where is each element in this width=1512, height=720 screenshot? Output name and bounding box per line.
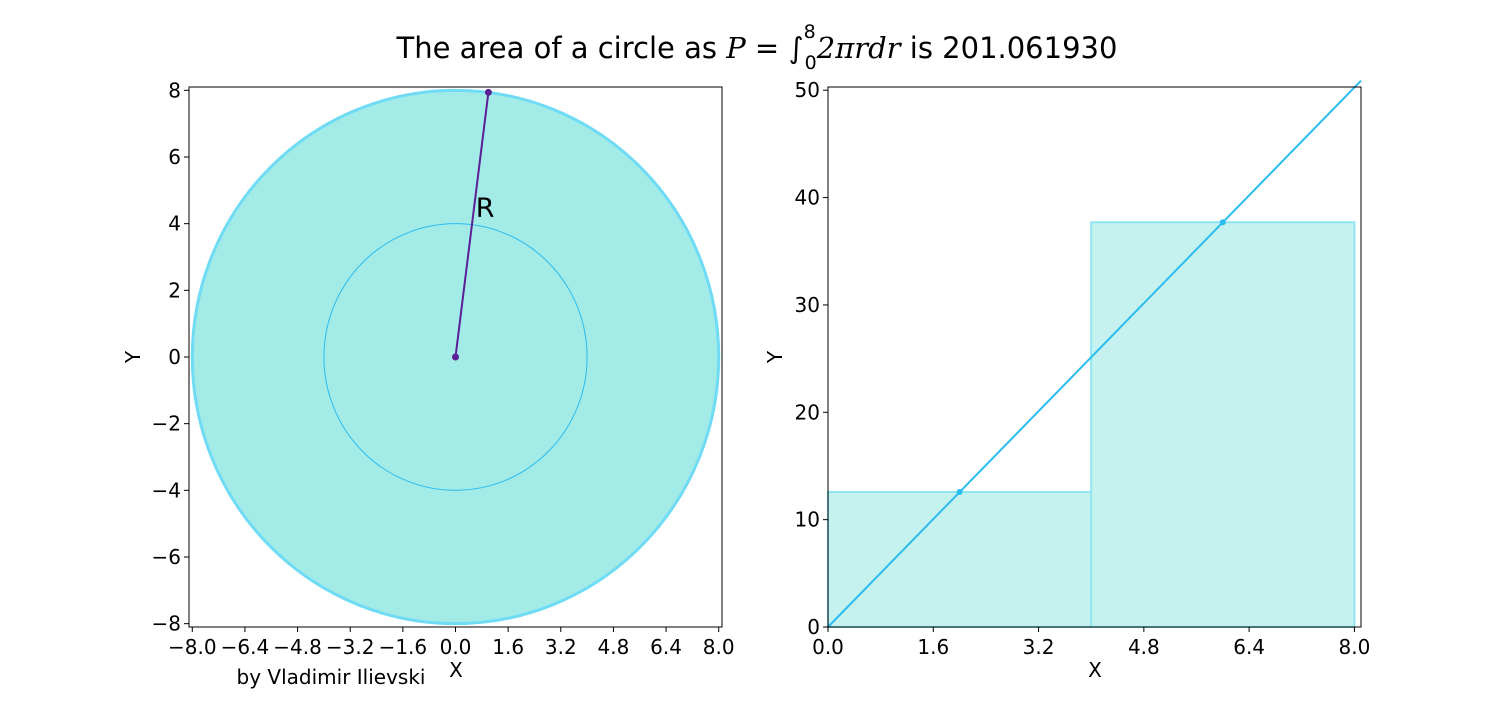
- circle-y-tick-label: 0: [168, 345, 181, 369]
- title-integrand: 2πrdr: [816, 31, 903, 65]
- circle-y-tick-label: −6: [152, 545, 181, 569]
- title-upper-limit: 8: [804, 21, 816, 43]
- bar-y-axis-label: Y: [763, 350, 787, 364]
- radius-endpoint: [484, 88, 492, 96]
- circle-x-tick-label: 1.6: [492, 635, 524, 659]
- bar-panel: 0.0 1.6 3.2 4.8 6.4 8.0 0 10 20 30 40 50 X Y: [763, 78, 1370, 682]
- circle-y-tick-label: 8: [168, 78, 181, 102]
- midpoint-marker: [956, 489, 963, 496]
- bar-y-tick-label: 20: [795, 400, 820, 424]
- chart-title: The area of a circle as P = ∫8 02πrdr is …: [396, 21, 1118, 74]
- bar-x-tick-label: 4.8: [1128, 635, 1160, 659]
- title-prefix: The area of a circle as: [396, 31, 727, 65]
- bar-y-tick-label: 10: [795, 508, 820, 532]
- area-growth-line: [827, 79, 1362, 628]
- bar-plot-area: [827, 79, 1362, 628]
- circle-x-tick-label: 6.4: [650, 635, 682, 659]
- radius-label: R: [476, 193, 495, 224]
- circle-plot-area: R: [190, 88, 721, 626]
- circle-x-tick-label: −3.2: [326, 635, 375, 659]
- circle-y-tick-label: −4: [152, 478, 181, 502]
- radius-endpoint: [452, 353, 459, 361]
- circle-x-tick-label: 8.0: [703, 635, 735, 659]
- bar-y-tick-label: 40: [795, 186, 820, 210]
- title-integral: ∫: [788, 31, 803, 65]
- midpoint-marker: [1219, 219, 1226, 226]
- circle-panel: R −8.0 −6.4 −4.8 −3.2 −1.6 0.0 1.6 3.2 4.8 6.4 8.0…: [121, 78, 735, 682]
- circle-x-tick-label: −4.8: [273, 635, 322, 659]
- circle-x-ticks: −8.0 −6.4 −4.8 −3.2 −1.6 0.0 1.6 3.2 4.8 6.4 8.0: [168, 627, 735, 659]
- title-equals: =: [746, 31, 789, 65]
- bar-x-ticks: 0.0 1.6 3.2 4.8 6.4 8.0: [812, 627, 1370, 659]
- circle-x-tick-label: −1.6: [379, 635, 428, 659]
- title-var-p: P: [725, 31, 746, 65]
- circle-x-axis-label: X: [449, 658, 463, 682]
- circle-x-tick-label: −6.4: [221, 635, 270, 659]
- bar-x-tick-label: 3.2: [1023, 635, 1055, 659]
- circle-y-tick-label: 2: [168, 278, 181, 302]
- title-suffix: is 201.061930: [901, 31, 1118, 65]
- bar-y-tick-label: 0: [807, 615, 820, 639]
- circle-y-tick-label: 4: [168, 212, 181, 236]
- title-lower-limit: 0: [805, 52, 817, 74]
- bar-x-axis-label: X: [1088, 658, 1102, 682]
- bar-y-tick-label: 30: [795, 293, 820, 317]
- circle-y-tick-label: −8: [152, 612, 181, 636]
- inner-circle: [323, 223, 588, 491]
- circle-y-ticks: −8 −6 −4 −2 0 2 4 6 8: [152, 78, 189, 636]
- circle-y-axis-label: Y: [121, 350, 145, 364]
- author-credit: by Vladimir Ilievski: [237, 665, 426, 689]
- circle-x-tick-label: 4.8: [598, 635, 630, 659]
- bar-x-tick-label: 1.6: [917, 635, 949, 659]
- circle-y-tick-label: −2: [152, 412, 181, 436]
- circle-x-tick-label: 3.2: [545, 635, 577, 659]
- bar-plot-frame: [827, 86, 1362, 628]
- bar-x-tick-label: 8.0: [1339, 635, 1371, 659]
- bar-x-tick-label: 6.4: [1233, 635, 1265, 659]
- bar: [1090, 221, 1356, 628]
- bar-x-tick-label: 0.0: [812, 635, 844, 659]
- circle-x-tick-label: 0.0: [440, 635, 472, 659]
- circle-y-tick-label: 6: [168, 145, 181, 169]
- circle-x-tick-label: −8.0: [168, 635, 217, 659]
- bar: [827, 491, 1093, 628]
- radius-line: [454, 92, 490, 358]
- bar-y-tick-label: 50: [795, 78, 820, 102]
- bar-y-ticks: 0 10 20 30 40 50: [795, 78, 828, 639]
